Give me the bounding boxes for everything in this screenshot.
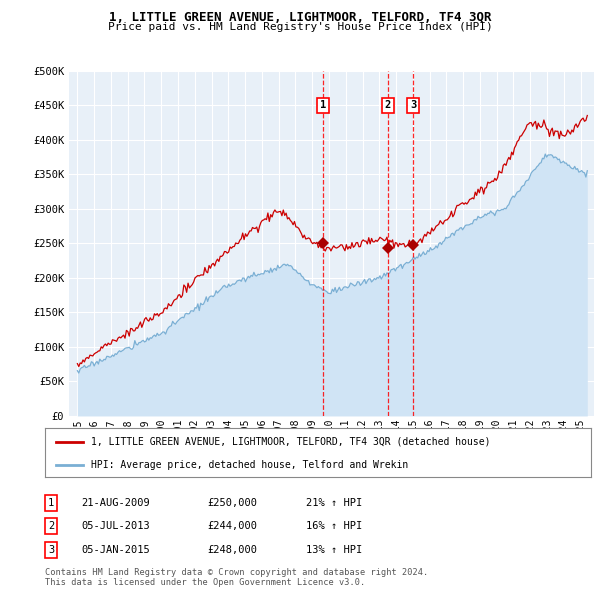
Text: 16% ↑ HPI: 16% ↑ HPI (306, 522, 362, 531)
Text: 21-AUG-2009: 21-AUG-2009 (81, 498, 150, 507)
Text: 1: 1 (320, 100, 326, 110)
Text: 1: 1 (48, 498, 54, 507)
Text: 3: 3 (410, 100, 416, 110)
Text: 05-JUL-2013: 05-JUL-2013 (81, 522, 150, 531)
Text: £248,000: £248,000 (207, 545, 257, 555)
Text: 3: 3 (48, 545, 54, 555)
Text: 1, LITTLE GREEN AVENUE, LIGHTMOOR, TELFORD, TF4 3QR (detached house): 1, LITTLE GREEN AVENUE, LIGHTMOOR, TELFO… (91, 437, 491, 447)
Text: HPI: Average price, detached house, Telford and Wrekin: HPI: Average price, detached house, Telf… (91, 460, 409, 470)
Text: £244,000: £244,000 (207, 522, 257, 531)
Text: 2: 2 (48, 522, 54, 531)
Text: 2: 2 (385, 100, 391, 110)
Text: 1, LITTLE GREEN AVENUE, LIGHTMOOR, TELFORD, TF4 3QR: 1, LITTLE GREEN AVENUE, LIGHTMOOR, TELFO… (109, 11, 491, 24)
Text: 05-JAN-2015: 05-JAN-2015 (81, 545, 150, 555)
Text: Contains HM Land Registry data © Crown copyright and database right 2024.
This d: Contains HM Land Registry data © Crown c… (45, 568, 428, 587)
Text: 13% ↑ HPI: 13% ↑ HPI (306, 545, 362, 555)
Text: Price paid vs. HM Land Registry's House Price Index (HPI): Price paid vs. HM Land Registry's House … (107, 22, 493, 32)
Text: £250,000: £250,000 (207, 498, 257, 507)
Text: 21% ↑ HPI: 21% ↑ HPI (306, 498, 362, 507)
